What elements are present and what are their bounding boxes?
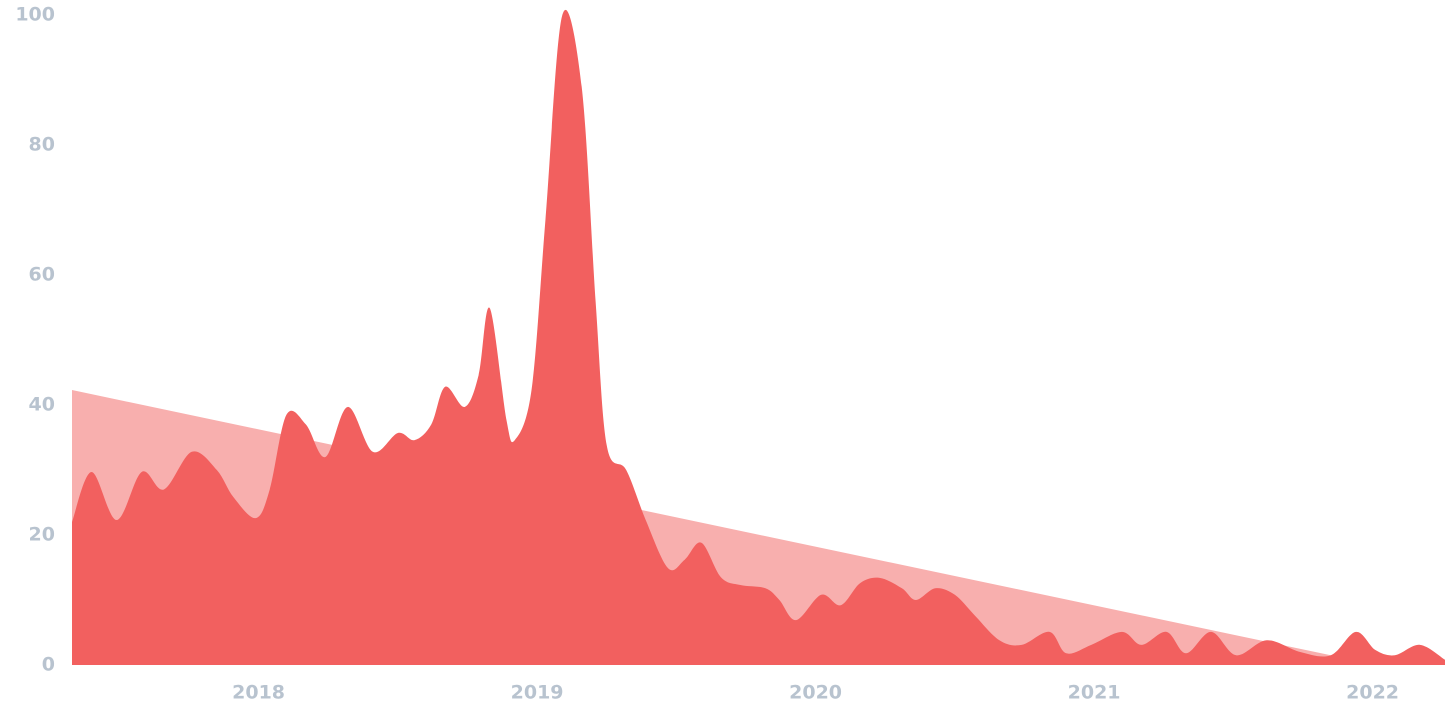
y-tick-label: 60 [29,264,55,286]
x-tick-label: 2022 [1346,682,1399,704]
y-tick-label: 40 [29,394,55,416]
x-tick-label: 2018 [232,682,285,704]
y-tick-label: 20 [29,524,55,546]
area [72,9,1445,665]
x-tick-label: 2020 [789,682,842,704]
y-tick-label: 100 [15,4,55,26]
x-tick-label: 2019 [511,682,564,704]
x-tick-label: 2021 [1068,682,1121,704]
y-tick-label: 0 [42,654,55,676]
y-tick-label: 80 [29,134,55,156]
